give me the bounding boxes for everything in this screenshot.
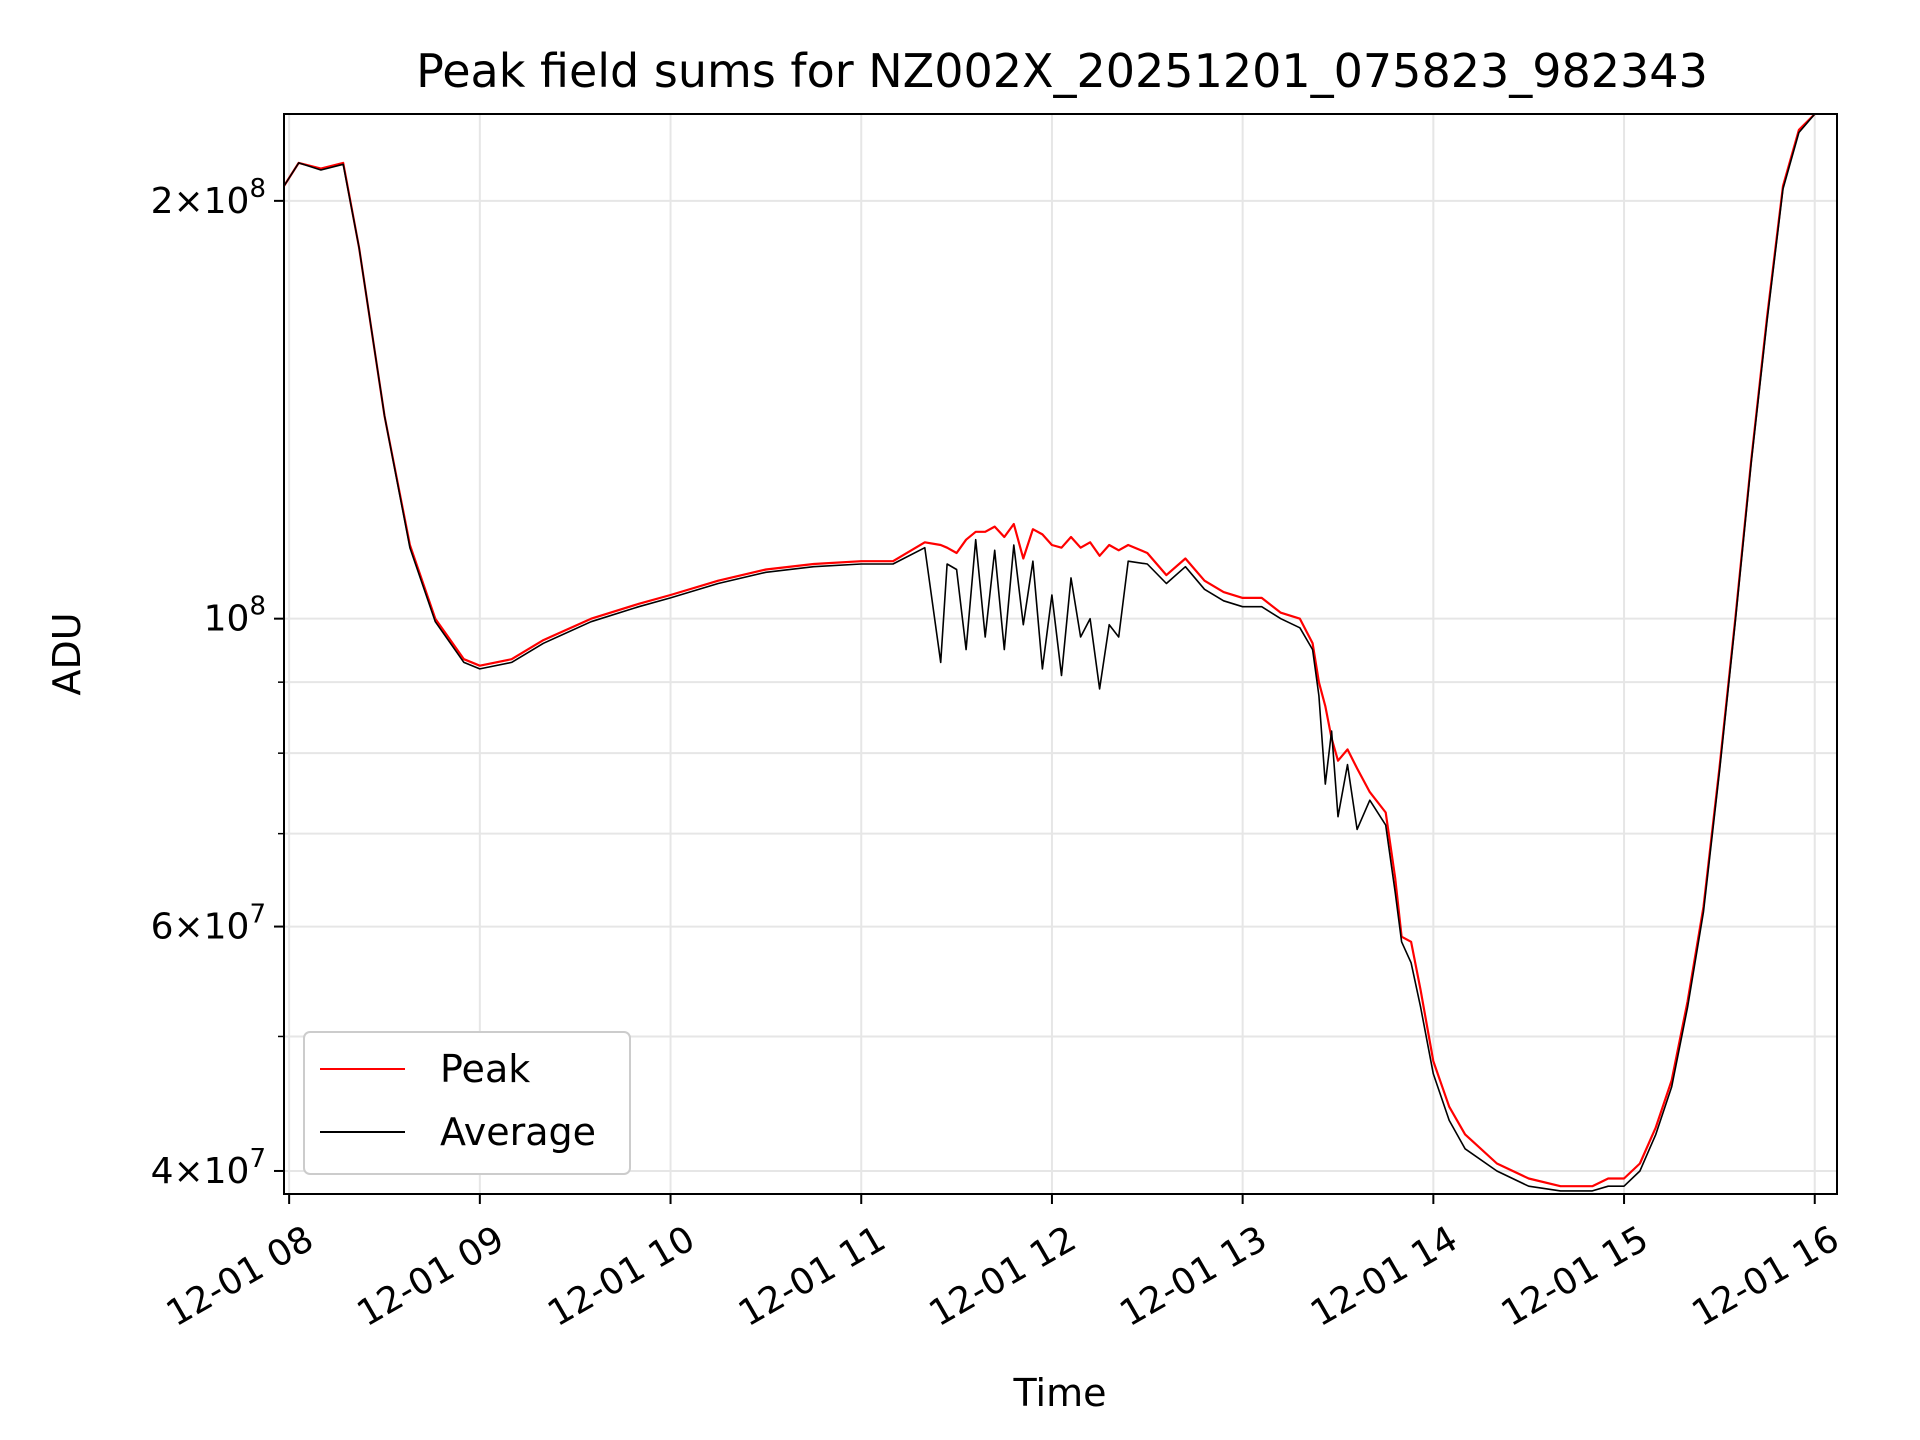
- y-tick-label: 108: [204, 592, 266, 640]
- grid: [284, 114, 1837, 1194]
- chart-title: Peak field sums for NZ002X_20251201_0758…: [416, 44, 1708, 98]
- y-tick-label: 4×107: [151, 1144, 266, 1192]
- y-tick-label: 6×107: [151, 900, 266, 948]
- series-line-peak: [283, 113, 1816, 1188]
- series-layer: [283, 113, 1816, 1192]
- x-axis-label: Time: [1013, 1371, 1107, 1415]
- legend-box: [303, 1031, 631, 1175]
- y-axis: 4×107 6×107 108 2×108: [151, 174, 284, 1192]
- y-axis-label: ADU: [45, 612, 89, 695]
- plot-frame: [283, 113, 1838, 1195]
- legend-label-average: Average: [440, 1110, 596, 1154]
- y-tick-label: 2×108: [151, 174, 266, 222]
- series-line-average: [283, 113, 1816, 1192]
- legend: Peak Average: [303, 1031, 631, 1175]
- legend-label-peak: Peak: [440, 1047, 530, 1091]
